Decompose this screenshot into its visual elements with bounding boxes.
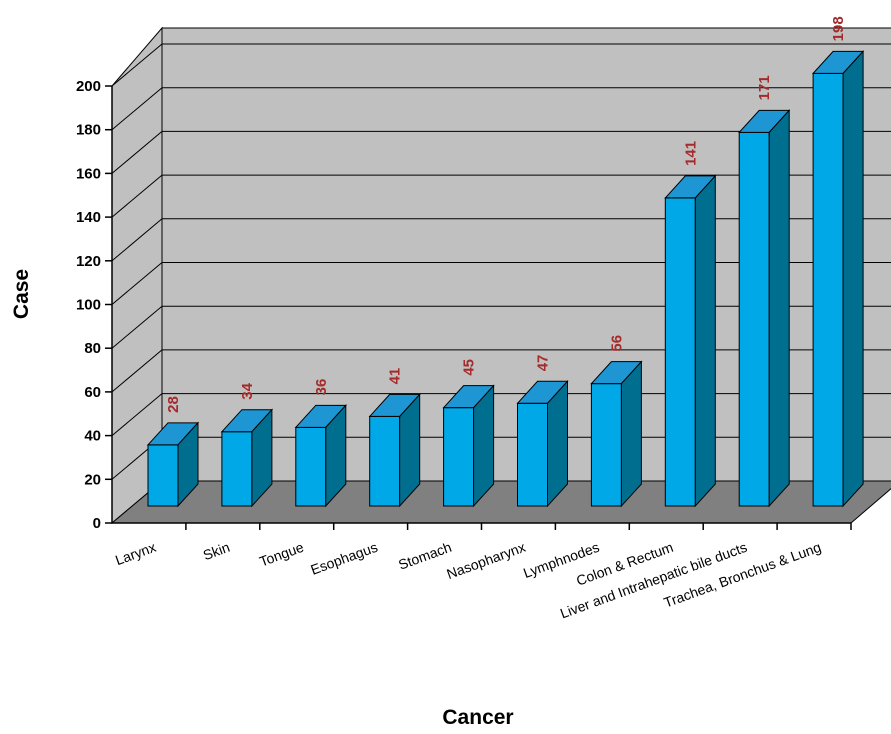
category-label: Esophagus <box>308 539 379 578</box>
bar-side <box>251 408 273 508</box>
bar-side <box>842 50 864 508</box>
bar <box>664 197 696 507</box>
gridline-side <box>111 87 163 131</box>
bar <box>738 131 770 507</box>
gridline-side <box>111 393 163 436</box>
y-tick-label: 200 <box>76 78 101 95</box>
bar <box>147 444 179 507</box>
y-tick-label: 60 <box>84 384 101 401</box>
bar-side <box>547 380 568 508</box>
data-label: 141 <box>682 141 699 166</box>
gridline-side <box>111 349 163 393</box>
bar-side <box>694 174 716 508</box>
gridline-side <box>111 131 163 174</box>
bar <box>221 431 253 507</box>
bar-side <box>177 421 199 508</box>
bar <box>590 383 622 507</box>
y-tick-label: 100 <box>76 297 101 314</box>
data-label: 34 <box>239 382 256 399</box>
y-tick-label: 80 <box>84 340 101 357</box>
axes <box>105 85 852 530</box>
y-tick-label: 20 <box>84 471 101 488</box>
x-axis-title: Cancer <box>442 706 513 729</box>
category-label: Tongue <box>257 539 306 570</box>
bar <box>812 72 844 507</box>
bar <box>443 407 475 507</box>
bar <box>295 426 327 507</box>
data-label: 47 <box>535 355 552 372</box>
y-tick-label: 140 <box>76 209 101 226</box>
y-tick-label: 120 <box>76 253 101 270</box>
data-label: 45 <box>461 359 478 376</box>
bar <box>369 415 401 507</box>
y-tick-label: 160 <box>76 165 101 182</box>
y-tick-label: 180 <box>76 122 101 139</box>
bar-side <box>399 393 421 508</box>
y-tick-label: 0 <box>93 515 101 532</box>
category-label: Nasopharynx <box>444 539 527 582</box>
data-label: 28 <box>165 396 182 413</box>
data-label: 36 <box>313 379 330 396</box>
data-label: 198 <box>830 16 847 41</box>
data-label: 41 <box>387 368 404 385</box>
gridline-side <box>111 43 163 87</box>
gridline-side <box>111 305 163 349</box>
bars <box>146 50 865 508</box>
y-tick-label: 40 <box>84 428 101 445</box>
bar-side <box>768 109 790 508</box>
bar-side <box>620 360 642 508</box>
gridline-side <box>111 262 163 305</box>
gridline-side <box>111 174 163 218</box>
data-label: 56 <box>608 335 625 352</box>
bar <box>517 402 548 507</box>
bar-side <box>325 404 347 508</box>
bar-side <box>473 384 495 508</box>
y-axis-title: Case <box>10 269 33 319</box>
data-label: 171 <box>756 75 773 100</box>
category-label: Skin <box>201 539 232 563</box>
gridline-side <box>111 218 163 262</box>
category-label: Larynx <box>113 539 158 568</box>
